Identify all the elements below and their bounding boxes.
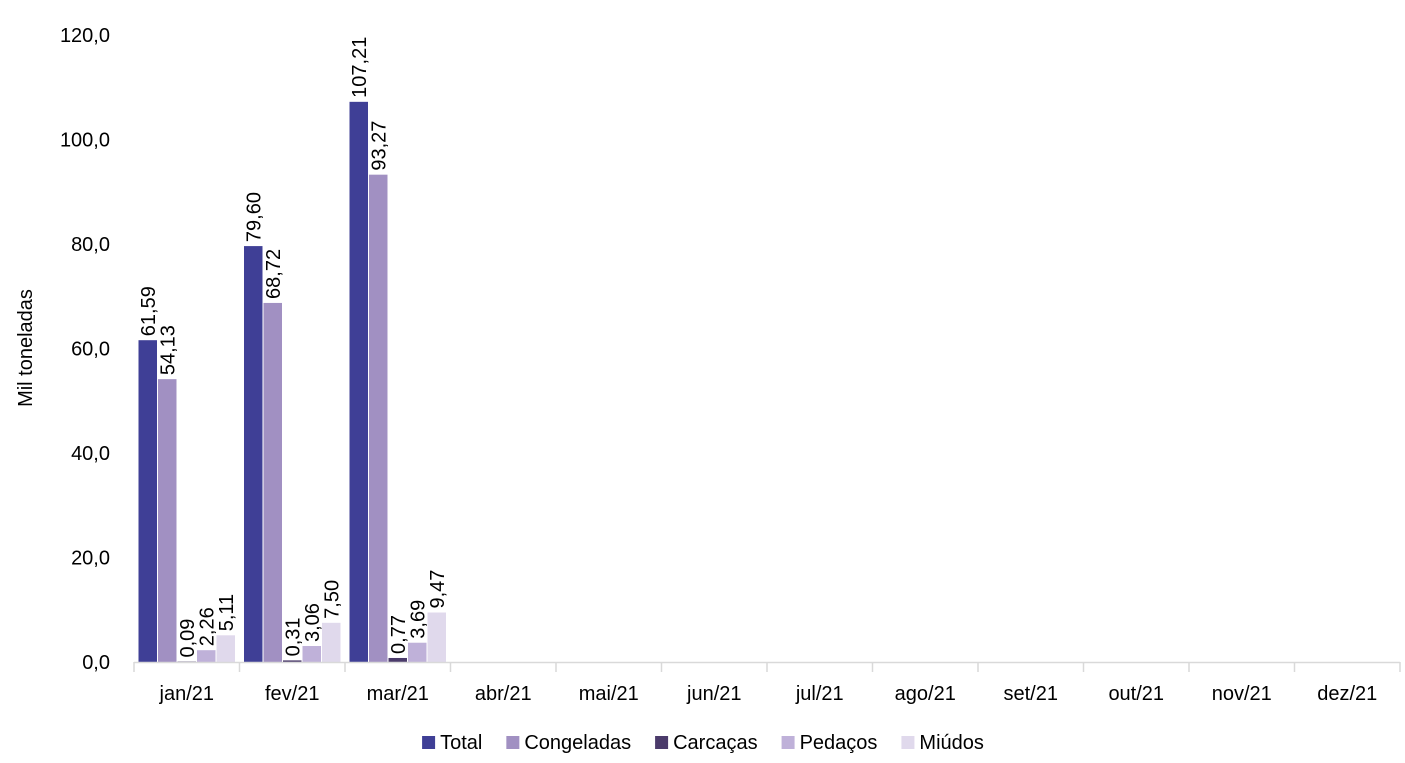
data-label-pedaços-jan/21: 2,26 (196, 607, 218, 646)
bars (138, 101, 446, 662)
x-axis-tick-marks (133, 662, 1401, 672)
y-tick-label: 40,0 (71, 443, 110, 465)
data-label-carcaças-jan/21: 0,09 (177, 619, 199, 658)
legend-label: Miúdos (919, 732, 983, 754)
data-label-total-mar/21: 107,21 (349, 37, 371, 98)
y-tick-label: 80,0 (71, 234, 110, 256)
x-tick-label: mai/21 (579, 683, 639, 705)
y-axis-title-group: Mil toneladas (15, 289, 37, 407)
x-axis-labels: jan/21 fev/21 mar/21 abr/21 mai/21 jun/21 jul/… (159, 683, 1378, 705)
bar-total-fev/21 (244, 246, 263, 662)
bar-pedaços-jan/21 (197, 650, 216, 662)
data-labels: 61,59 79,60 107,21 54,13 68,72 93,27 0,09 0,31 0… (138, 37, 449, 658)
bar-congeladas-fev/21 (263, 302, 282, 662)
x-tick-label: dez/21 (1317, 683, 1377, 705)
data-label-carcaças-fev/21: 0,31 (282, 617, 304, 656)
bar-congeladas-jan/21 (158, 379, 177, 662)
x-tick-label: abr/21 (475, 683, 532, 705)
legend-swatch-carcaças (655, 736, 669, 749)
bar-carcaças-fev/21 (283, 660, 302, 662)
data-label-pedaços-fev/21: 3,06 (302, 603, 324, 642)
y-tick-label: 20,0 (71, 548, 110, 570)
bar-congeladas-mar/21 (369, 174, 388, 662)
legend-label: Congeladas (524, 732, 631, 754)
legend-swatch-congeladas (506, 736, 520, 749)
bar-total-mar/21 (349, 101, 368, 662)
x-tick-label: jun/21 (686, 683, 742, 705)
data-label-pedaços-mar/21: 3,69 (407, 600, 429, 639)
data-label-total-jan/21: 61,59 (138, 286, 160, 336)
y-tick-label: 100,0 (60, 130, 110, 152)
data-label-congeladas-fev/21: 68,72 (263, 249, 285, 299)
bar-miúdos-mar/21 (427, 612, 446, 662)
x-tick-label: nov/21 (1212, 683, 1272, 705)
y-tick-label: 60,0 (71, 339, 110, 361)
legend: Total Congeladas Carcaças Pedaços Miúdos (422, 732, 984, 754)
bar-total-jan/21 (138, 340, 157, 662)
bar-carcaças-mar/21 (388, 657, 407, 662)
data-label-carcaças-mar/21: 0,77 (388, 615, 410, 654)
data-label-miúdos-jan/21: 5,11 (216, 594, 238, 631)
y-axis-ticks: 0,0 20,0 40,0 60,0 80,0 100,0 120,0 (60, 25, 110, 674)
x-tick-label: set/21 (1004, 683, 1058, 705)
x-tick-label: mar/21 (367, 683, 429, 705)
data-label-congeladas-jan/21: 54,13 (157, 325, 179, 375)
data-label-total-fev/21: 79,60 (243, 192, 265, 242)
bar-pedaços-fev/21 (302, 646, 321, 662)
x-tick-label: jul/21 (795, 683, 844, 705)
bar-pedaços-mar/21 (408, 642, 427, 662)
bar-miúdos-jan/21 (216, 635, 235, 662)
legend-label: Carcaças (673, 732, 757, 754)
x-tick-label: fev/21 (265, 683, 319, 705)
y-tick-label: 120,0 (60, 25, 110, 47)
legend-swatch-total (422, 736, 436, 749)
x-tick-label: jan/21 (159, 683, 215, 705)
y-axis-title: Mil toneladas (15, 289, 37, 407)
x-tick-label: ago/21 (895, 683, 956, 705)
data-label-congeladas-mar/21: 93,27 (368, 121, 390, 171)
bar-miúdos-fev/21 (322, 622, 341, 662)
legend-label: Pedaços (800, 732, 878, 754)
data-label-miúdos-fev/21: 7,50 (321, 580, 343, 619)
legend-swatch-miúdos (901, 736, 915, 749)
x-tick-label: out/21 (1108, 683, 1164, 705)
y-tick-label: 0,0 (82, 652, 110, 674)
legend-swatch-pedaços (781, 736, 795, 749)
legend-label: Total (440, 732, 482, 754)
data-label-miúdos-mar/21: 9,47 (427, 570, 449, 609)
